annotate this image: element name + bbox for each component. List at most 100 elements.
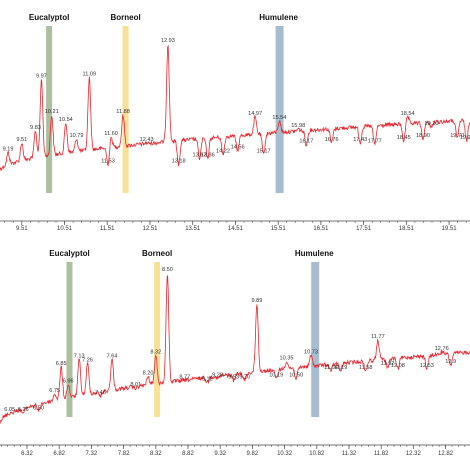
peak-label: 6.75 bbox=[49, 388, 60, 394]
x-tick-label: 16.51 bbox=[313, 226, 329, 232]
peak-label: 7.26 bbox=[82, 357, 93, 363]
chromatogram-panel-2: Eucalyptol Borneol Humulene 6.05 6.26 6.50 6.7… bbox=[0, 249, 470, 457]
peak-label: 8.32 bbox=[150, 350, 161, 356]
peak-label: 9.28 bbox=[212, 373, 223, 379]
peak-label: 13.18 bbox=[172, 159, 186, 165]
peak-label: 19.92 bbox=[460, 135, 470, 141]
x-tick-label: 10.51 bbox=[57, 226, 73, 232]
x-tick-label: 15.51 bbox=[271, 226, 287, 232]
x-tick-label: 6.32 bbox=[21, 451, 33, 457]
peak-label: 14.97 bbox=[248, 111, 262, 117]
x-tick-label: 6.82 bbox=[53, 451, 65, 457]
peak-label: 9.51 bbox=[16, 137, 27, 143]
peak-label: 13.67 bbox=[193, 153, 207, 159]
x-tick-label: 18.51 bbox=[399, 226, 415, 232]
peak-label: 15.17 bbox=[257, 149, 271, 155]
chromatogram-panel-1: Eucalyptol Borneol Humulene9.199.519.839.9… bbox=[0, 13, 470, 232]
peak-label: 6.50 bbox=[33, 405, 44, 411]
peak-label: 8.20 bbox=[143, 371, 154, 377]
peak-label: 16.17 bbox=[299, 139, 313, 145]
peak-label: 11.04 bbox=[324, 365, 338, 371]
marker-band-humulene bbox=[275, 26, 284, 193]
peak-label: 9.19 bbox=[3, 147, 14, 153]
x-tick-label: 8.32 bbox=[150, 451, 162, 457]
peak-label: 18.54 bbox=[401, 111, 415, 117]
peak-label: 9.53 bbox=[228, 375, 239, 381]
marker-label-humulene: Humulene bbox=[259, 13, 298, 22]
chromatogram-trace bbox=[0, 275, 470, 424]
x-tick-label: 10.32 bbox=[277, 451, 293, 457]
peak-label: 10.19 bbox=[269, 373, 283, 379]
peak-label: 12.53 bbox=[420, 363, 434, 369]
peak-label: 6.05 bbox=[4, 407, 15, 413]
x-tick-label: 13.51 bbox=[185, 226, 201, 232]
peak-label: 9.89 bbox=[251, 298, 262, 304]
peak-label: 16.76 bbox=[325, 137, 339, 143]
x-tick-label: 11.32 bbox=[342, 451, 357, 457]
marker-band-eucalyptol bbox=[46, 26, 53, 193]
x-tick-label: 9.51 bbox=[16, 226, 28, 232]
peak-label: 6.26 bbox=[18, 407, 29, 413]
marker-band-borneol bbox=[122, 26, 129, 193]
peak-label: 12.08 bbox=[391, 363, 405, 369]
peak-label: 9.70 bbox=[239, 375, 250, 381]
marker-band-eucalyptol bbox=[66, 262, 73, 417]
x-tick-label: 10.82 bbox=[309, 451, 325, 457]
peak-label: 7.64 bbox=[107, 353, 118, 359]
peak-label: 19.70 bbox=[450, 133, 464, 139]
peak-label: 12.43 bbox=[140, 137, 154, 143]
marker-band-borneol bbox=[154, 262, 161, 417]
peak-label: 7.13 bbox=[74, 353, 85, 359]
x-tick-label: 14.51 bbox=[228, 226, 244, 232]
peak-label: 11.88 bbox=[116, 109, 130, 115]
marker-band-humulene bbox=[311, 262, 320, 417]
marker-label-borneol: Borneol bbox=[142, 249, 172, 258]
peak-label: 11.60 bbox=[104, 131, 118, 137]
x-tick-label: 12.51 bbox=[142, 226, 158, 232]
chromatogram-trace bbox=[0, 44, 470, 171]
peak-label: 11.77 bbox=[371, 334, 385, 340]
peak-label: 10.73 bbox=[304, 350, 318, 356]
peak-label: 11.58 bbox=[359, 365, 373, 371]
peak-label: 11.19 bbox=[334, 365, 348, 371]
marker-label-eucalyptol: Eucalyptol bbox=[29, 13, 69, 22]
x-tick-label: 8.82 bbox=[182, 451, 194, 457]
x-tick-label: 7.82 bbox=[118, 451, 130, 457]
peak-label: 13.86 bbox=[201, 153, 215, 159]
peak-label: 17.43 bbox=[353, 137, 367, 143]
peak-label: 12.76 bbox=[435, 346, 449, 352]
peak-label: 8.77 bbox=[179, 375, 190, 381]
peak-label: 6.85 bbox=[56, 361, 67, 367]
peak-label: 18.45 bbox=[397, 135, 411, 141]
peak-label: 15.98 bbox=[291, 123, 305, 129]
peak-label: 9.97 bbox=[36, 73, 47, 79]
x-tick-label: 11.51 bbox=[100, 226, 115, 232]
peak-label: 17.77 bbox=[368, 139, 382, 145]
peak-label: 10.50 bbox=[289, 373, 303, 379]
peak-label: 12.93 bbox=[161, 38, 175, 44]
peak-label: 9.12 bbox=[202, 377, 213, 383]
x-tick-label: 19.51 bbox=[442, 226, 458, 232]
x-tick-label: 11.82 bbox=[374, 451, 389, 457]
peak-label: 10.21 bbox=[45, 109, 59, 115]
x-tick-label: 7.32 bbox=[86, 451, 98, 457]
marker-label-eucalyptol: Eucalyptol bbox=[49, 249, 89, 258]
x-tick-label: 17.51 bbox=[356, 226, 372, 232]
peak-label: 14.22 bbox=[216, 149, 230, 155]
peak-label: 8.50 bbox=[162, 267, 173, 273]
peak-label: 18.90 bbox=[416, 133, 430, 139]
peak-label: 6.96 bbox=[63, 378, 74, 384]
peak-label: 15.54 bbox=[272, 115, 286, 121]
peak-label: 11.92 bbox=[381, 361, 395, 367]
peak-label: 10.54 bbox=[59, 117, 73, 123]
peak-label: 9.83 bbox=[30, 125, 41, 131]
x-tick-label: 9.82 bbox=[247, 451, 259, 457]
x-tick-label: 12.32 bbox=[406, 451, 422, 457]
marker-label-humulene: Humulene bbox=[295, 249, 334, 258]
marker-label-borneol: Borneol bbox=[110, 13, 140, 22]
peak-label: 7.46 bbox=[95, 390, 106, 396]
peak-label: 11.53 bbox=[101, 159, 115, 165]
peak-label: 12.9 bbox=[445, 359, 456, 365]
